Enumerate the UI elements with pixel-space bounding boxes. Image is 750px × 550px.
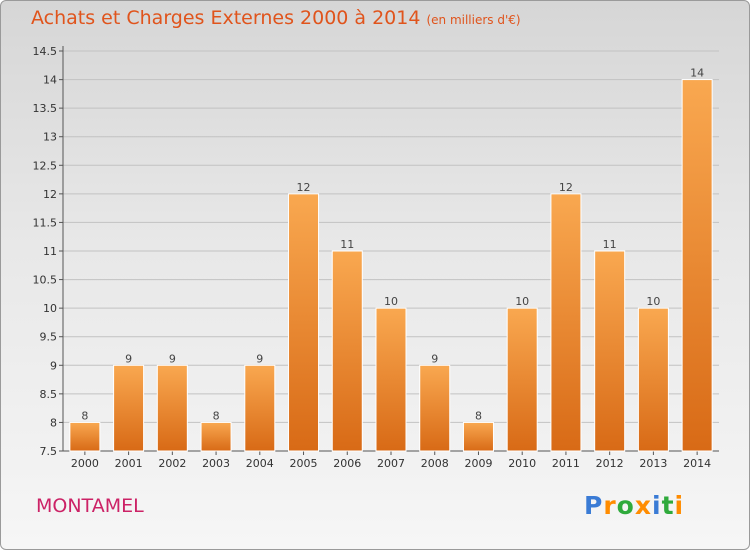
bar	[637, 307, 669, 452]
y-tick-label: 10	[43, 302, 57, 315]
x-tick-label: 2001	[115, 457, 143, 470]
bar	[331, 250, 363, 452]
bar	[69, 421, 101, 452]
logo-letter: i	[674, 491, 685, 520]
y-tick-label: 9	[50, 359, 57, 372]
x-tick-label: 2003	[202, 457, 230, 470]
bar	[506, 307, 538, 452]
x-tick-label: 2014	[683, 457, 711, 470]
bar-value-label: 10	[646, 295, 660, 308]
x-tick-label: 2007	[377, 457, 405, 470]
x-tick-label: 2011	[552, 457, 580, 470]
x-tick-label: 2009	[464, 457, 492, 470]
logo-letter: P	[584, 491, 604, 520]
bar-value-label: 12	[559, 181, 573, 194]
x-tick-label: 2008	[421, 457, 449, 470]
y-tick-label: 8.5	[40, 388, 58, 401]
logo-letter: o	[616, 491, 635, 520]
chart-title-text: Achats et Charges Externes 2000 à 2014	[31, 7, 421, 29]
chart-title: Achats et Charges Externes 2000 à 2014 (e…	[31, 7, 521, 29]
x-tick-label: 2013	[639, 457, 667, 470]
bar	[113, 364, 145, 452]
bar-value-label: 12	[297, 181, 311, 194]
y-tick-label: 11	[43, 245, 57, 258]
town-name: MONTAMEL	[36, 495, 144, 517]
y-tick-label: 8	[50, 416, 57, 429]
bar	[681, 79, 713, 452]
bar-value-label: 9	[169, 352, 176, 365]
x-tick-label: 2004	[246, 457, 274, 470]
proxiti-logo: Proxiti	[584, 491, 684, 520]
x-tick-label: 2005	[290, 457, 318, 470]
y-tick-label: 12.5	[33, 159, 58, 172]
bar	[419, 364, 451, 452]
bar	[288, 193, 320, 452]
bar-value-label: 9	[256, 352, 263, 365]
logo-letter: x	[634, 491, 652, 520]
logo-letter: t	[661, 491, 675, 520]
bar-value-label: 11	[603, 238, 617, 251]
x-tick-label: 2006	[333, 457, 361, 470]
bar	[462, 421, 494, 452]
bar-value-label: 8	[213, 409, 220, 422]
x-tick-label: 2012	[596, 457, 624, 470]
logo-letter: i	[652, 491, 662, 520]
x-tick-label: 2010	[508, 457, 536, 470]
y-tick-label: 11.5	[33, 216, 58, 229]
y-tick-label: 14.5	[33, 45, 58, 58]
bar-value-label: 10	[384, 295, 398, 308]
y-tick-label: 9.5	[40, 331, 58, 344]
value-labels: 8 9 9 8 9 12 11 10 9 8 10 12 11 10 14	[81, 67, 704, 423]
bar	[156, 364, 188, 452]
bar-value-label: 11	[340, 238, 354, 251]
bar-value-label: 8	[475, 409, 482, 422]
bar	[594, 250, 626, 452]
y-tick-label: 10.5	[33, 274, 58, 287]
bar-value-label: 9	[125, 352, 132, 365]
y-tick-label: 7.5	[40, 445, 58, 458]
chart-subtitle: (en milliers d'€)	[426, 13, 521, 27]
bar-value-label: 9	[431, 352, 438, 365]
x-tick-label: 2002	[158, 457, 186, 470]
bar-value-label: 14	[690, 67, 704, 80]
bar	[244, 364, 276, 452]
y-tick-label: 14	[43, 74, 57, 87]
y-tick-labels: 7.5 8 8.5 9 9.5 10 10.5 11 11.5 12 12.5 13 13.5 14 14.…	[33, 45, 58, 458]
bar	[550, 193, 582, 452]
y-tick-label: 13	[43, 131, 57, 144]
y-tick-label: 12	[43, 188, 57, 201]
bar-value-label: 8	[81, 409, 88, 422]
bars	[69, 79, 713, 452]
x-tick-labels: 2000 2001 2002 2003 2004 2005 2006 2007 2008 2009…	[71, 457, 711, 470]
logo-letter: r	[603, 491, 617, 520]
bar	[375, 307, 407, 452]
x-tick-label: 2000	[71, 457, 99, 470]
y-tick-label: 13.5	[33, 102, 58, 115]
bar-value-label: 10	[515, 295, 529, 308]
bar	[200, 421, 232, 452]
